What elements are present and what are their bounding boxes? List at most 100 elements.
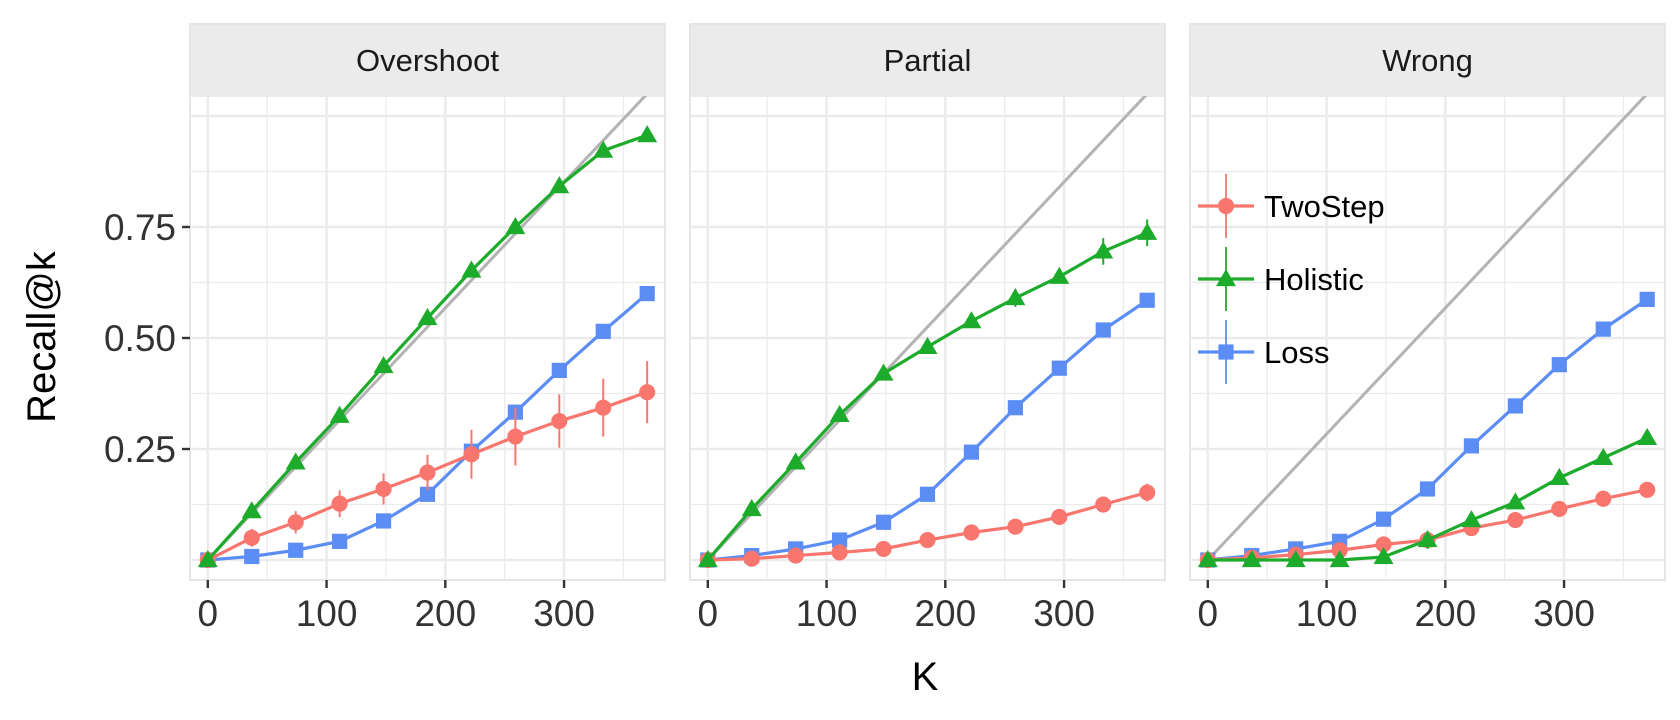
strip-label-overshoot: Overshoot xyxy=(356,43,499,78)
panel-border-overshoot xyxy=(189,23,666,581)
legend: TwoStep Holistic Loss xyxy=(1198,174,1385,384)
point-loss xyxy=(919,486,936,502)
series-holistic-overshoot xyxy=(197,125,658,568)
x-axis-partial: 0 100 200 300 xyxy=(698,580,1095,634)
strip-overshoot xyxy=(190,24,665,96)
point-holistic xyxy=(917,336,938,355)
legend-item-loss: Loss xyxy=(1198,320,1329,384)
point-loss xyxy=(1551,357,1567,373)
point-twostep xyxy=(639,384,656,401)
point-loss xyxy=(1419,481,1436,497)
data-wrong xyxy=(1197,96,1658,569)
point-twostep xyxy=(595,399,612,416)
x-tick-label: 100 xyxy=(796,593,858,634)
x-tick-label: 300 xyxy=(1033,593,1095,634)
point-holistic xyxy=(1137,222,1158,240)
point-holistic xyxy=(1329,550,1350,568)
point-loss xyxy=(963,444,980,460)
point-holistic xyxy=(1241,550,1262,568)
point-twostep xyxy=(1139,484,1156,501)
legend-item-twostep: TwoStep xyxy=(1198,174,1385,238)
point-twostep xyxy=(743,550,760,567)
point-holistic xyxy=(1593,447,1614,466)
point-loss xyxy=(375,513,392,529)
point-holistic xyxy=(461,260,482,278)
x-axis-overshoot: 0 100 200 300 xyxy=(198,580,595,634)
legend-item-holistic: Holistic xyxy=(1198,247,1364,311)
point-holistic xyxy=(785,452,806,470)
point-holistic xyxy=(505,217,526,235)
point-holistic xyxy=(829,404,850,422)
point-loss xyxy=(332,533,348,549)
point-loss xyxy=(551,362,567,379)
x-tick-label: 200 xyxy=(414,593,476,634)
point-holistic xyxy=(1505,492,1526,510)
point-twostep xyxy=(243,529,260,546)
strip-label-wrong: Wrong xyxy=(1382,43,1473,78)
x-tick-label: 200 xyxy=(1414,593,1476,634)
strip-partial xyxy=(690,24,1165,96)
panel-border-partial xyxy=(689,23,1166,581)
x-axis-title: K xyxy=(912,655,939,699)
point-twostep xyxy=(1095,496,1112,513)
point-loss xyxy=(419,486,436,502)
data-partial xyxy=(697,96,1158,569)
point-holistic xyxy=(329,405,350,423)
y-axis: 0.25 0.50 0.75 xyxy=(104,207,190,470)
panel-border-wrong xyxy=(1189,23,1666,581)
strip-label-partial: Partial xyxy=(884,43,972,78)
point-loss xyxy=(244,548,260,565)
point-twostep xyxy=(287,514,304,531)
point-holistic xyxy=(873,363,894,381)
panel-wrong: Wrong xyxy=(1189,23,1666,581)
reference-line-partial xyxy=(706,96,1148,562)
point-holistic xyxy=(1285,550,1306,568)
point-twostep xyxy=(507,428,524,445)
point-loss xyxy=(595,323,611,339)
x-tick-label: 300 xyxy=(1533,593,1595,634)
point-loss xyxy=(1595,321,1611,337)
point-loss xyxy=(288,542,304,558)
y-tick-label: 0.75 xyxy=(104,207,176,248)
point-loss xyxy=(1139,292,1155,308)
point-holistic xyxy=(285,452,306,470)
series-holistic-partial xyxy=(697,219,1158,568)
reference-line-wrong xyxy=(1206,96,1648,562)
y-tick-label: 0.50 xyxy=(104,318,176,359)
point-holistic xyxy=(373,355,394,374)
point-twostep xyxy=(1007,518,1024,535)
point-holistic xyxy=(1549,467,1570,485)
x-tick-label: 0 xyxy=(698,593,719,634)
point-twostep xyxy=(1595,490,1612,507)
point-loss xyxy=(639,285,655,302)
x-tick-label: 0 xyxy=(198,593,219,634)
reference-line-overshoot xyxy=(206,96,648,562)
point-twostep xyxy=(1551,500,1568,518)
legend-key-square xyxy=(1218,344,1234,360)
point-twostep xyxy=(919,531,936,549)
axes-layer: 0 100 200 300 0 100 200 300 0 100 200 3000.250.500.… xyxy=(104,207,1595,634)
legend-label: Holistic xyxy=(1264,262,1364,297)
point-twostep xyxy=(963,524,980,541)
point-twostep xyxy=(787,547,804,564)
point-twostep xyxy=(331,495,348,512)
x-tick-label: 100 xyxy=(1296,593,1358,634)
x-tick-label: 200 xyxy=(914,593,976,634)
point-twostep xyxy=(1639,481,1656,498)
point-holistic xyxy=(1005,288,1026,306)
point-holistic xyxy=(697,550,718,568)
strip-wrong xyxy=(1190,24,1665,96)
point-loss xyxy=(1095,322,1111,338)
point-holistic xyxy=(1049,266,1070,284)
panel-overshoot: Overshoot xyxy=(189,23,666,581)
grid-overshoot xyxy=(190,96,665,580)
point-twostep xyxy=(375,480,392,498)
y-axis-title: Recall@k xyxy=(20,250,64,423)
point-holistic xyxy=(741,498,762,517)
panels-layer: Overshoot Partial Wrong xyxy=(189,23,1666,581)
point-twostep xyxy=(831,544,848,561)
point-loss xyxy=(875,514,892,530)
point-twostep xyxy=(875,540,892,557)
series-holistic-wrong xyxy=(1197,427,1658,568)
